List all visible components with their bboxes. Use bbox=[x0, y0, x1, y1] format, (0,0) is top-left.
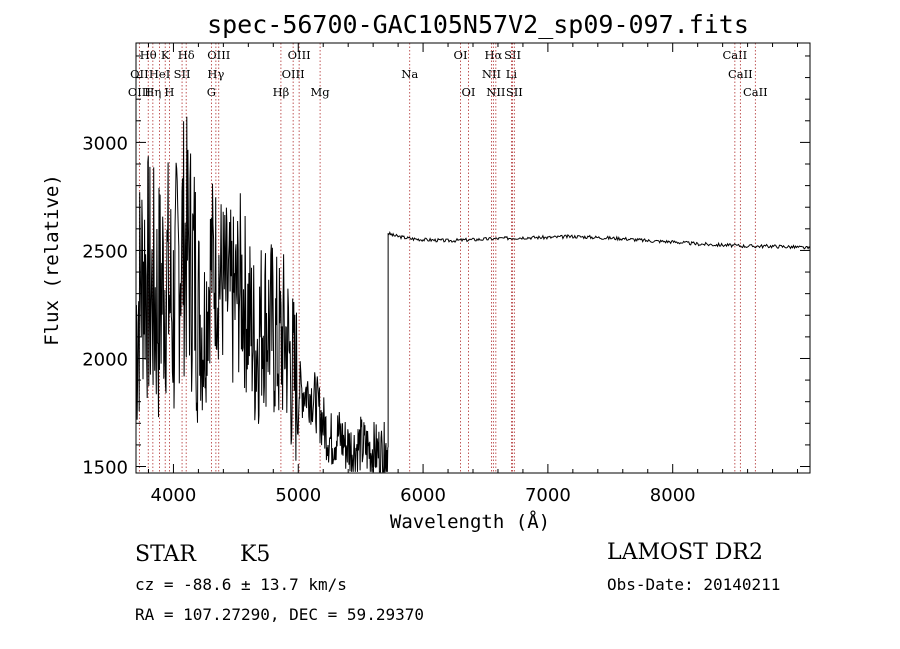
line-label: OI bbox=[454, 48, 468, 62]
y-tick-label: 3000 bbox=[82, 133, 128, 154]
x-tick-label: 5000 bbox=[275, 485, 321, 506]
line-label: Li bbox=[506, 67, 518, 81]
y-tick-label: 1500 bbox=[82, 458, 128, 479]
line-label: SII bbox=[504, 48, 521, 62]
spectrum-line bbox=[387, 230, 811, 250]
x-tick-label: 7000 bbox=[525, 485, 571, 506]
line-label: Hβ bbox=[273, 85, 290, 99]
line-label: Hη bbox=[144, 85, 161, 99]
object-class: STAR bbox=[135, 542, 197, 567]
line-label: H bbox=[164, 85, 174, 99]
line-label: G bbox=[207, 85, 216, 99]
line-label: NII bbox=[482, 67, 501, 81]
line-label: CaII bbox=[728, 67, 753, 81]
line-label: OIII bbox=[207, 48, 230, 62]
observation-date: Obs-Date: 20140211 bbox=[607, 575, 780, 594]
spectrum-series bbox=[135, 116, 811, 473]
y-tick-label: 2000 bbox=[82, 349, 128, 370]
line-label: Hθ bbox=[140, 48, 157, 62]
line-label: Hγ bbox=[207, 67, 224, 81]
line-label: Na bbox=[401, 67, 418, 81]
line-label: Mg bbox=[311, 85, 331, 99]
axis-ticks: 4000 5000 6000 7000 8000 1500 2000 2500 3000 bbox=[82, 43, 810, 506]
line-label: OIII bbox=[282, 67, 305, 81]
line-label: HeI bbox=[149, 67, 170, 81]
line-label: Hα bbox=[484, 48, 502, 62]
line-label: NII bbox=[486, 85, 505, 99]
redshift-cz: cz = -88.6 ± 13.7 km/s bbox=[135, 575, 347, 594]
line-label: OIII bbox=[288, 48, 311, 62]
line-label: CaII bbox=[743, 85, 768, 99]
line-label: SII bbox=[174, 67, 191, 81]
x-tick-label: 4000 bbox=[151, 485, 197, 506]
y-axis-label: Flux (relative) bbox=[41, 174, 63, 346]
line-label: OII bbox=[130, 67, 149, 81]
y-tick-label: 2500 bbox=[82, 241, 128, 262]
line-label: CaII bbox=[722, 48, 747, 62]
x-tick-label: 6000 bbox=[400, 485, 446, 506]
x-axis-label: Wavelength (Å) bbox=[390, 510, 550, 533]
chart-title: spec-56700-GAC105N57V2_sp09-097.fits bbox=[207, 10, 749, 39]
line-label: SII bbox=[506, 85, 523, 99]
coordinates: RA = 107.27290, DEC = 59.29370 bbox=[135, 605, 424, 624]
object-subclass: K5 bbox=[240, 542, 270, 567]
spectrum-line bbox=[135, 116, 389, 473]
line-label: Hδ bbox=[178, 48, 195, 62]
line-label: OIII bbox=[128, 85, 151, 99]
line-label: OI bbox=[462, 85, 476, 99]
x-tick-label: 8000 bbox=[650, 485, 696, 506]
survey-label: LAMOST DR2 bbox=[607, 540, 763, 565]
line-label: K bbox=[161, 48, 170, 62]
